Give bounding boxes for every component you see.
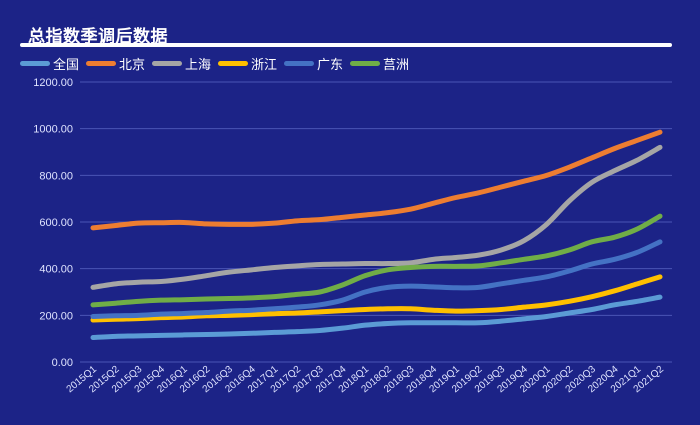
legend-swatch [20,61,50,66]
legend-item: 全国 [20,54,86,73]
series-line [90,294,663,340]
y-tick-label: 1200.00 [33,77,73,89]
legend-item: 广东 [284,54,350,73]
series-line [90,239,663,319]
legend-swatch [350,61,380,66]
title-underline [20,43,672,47]
legend-label: 全国 [53,58,80,73]
legend-item: 莒洲 [350,54,416,73]
legend-swatch [218,61,248,66]
legend-swatch [152,61,182,66]
y-tick-label: 600.00 [39,217,73,229]
y-tick-label: 0.00 [52,357,73,369]
y-tick-label: 1000.00 [33,124,73,136]
legend-swatch [86,61,116,66]
series-line [90,213,663,308]
legend-label: 莒洲 [383,58,410,73]
y-tick-label: 200.00 [39,310,73,322]
legend-label: 上海 [185,58,212,73]
legend-label: 北京 [119,58,146,73]
legend-item: 北京 [86,54,152,73]
series-line [90,129,663,231]
legend-item: 上海 [152,54,218,73]
series-line [90,274,663,323]
y-tick-label: 800.00 [39,170,73,182]
series-line [90,144,663,290]
legend: 全国 北京 上海 浙江 广东 莒洲 [20,54,416,73]
legend-label: 广东 [317,58,344,73]
legend-swatch [284,61,314,66]
legend-item: 浙江 [218,54,284,73]
legend-label: 浙江 [251,58,278,73]
chart-title: 总指数季调后数据 [28,27,168,47]
y-tick-label: 400.00 [39,264,73,276]
